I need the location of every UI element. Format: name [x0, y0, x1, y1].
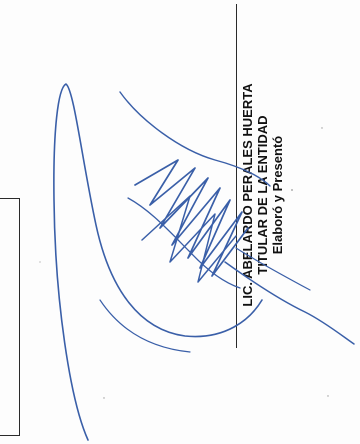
bordered-box	[0, 198, 20, 436]
signer-name: LIC. ABELARDO PERALES HUERTA	[240, 83, 255, 307]
signature-line	[236, 4, 238, 348]
signer-title: TITULAR DE LA ENTIDAD	[255, 115, 270, 275]
signature-block: LIC. ABELARDO PERALES HUERTA TITULAR DE …	[240, 55, 300, 335]
signer-role: Elaboró y Presentó	[270, 135, 285, 255]
